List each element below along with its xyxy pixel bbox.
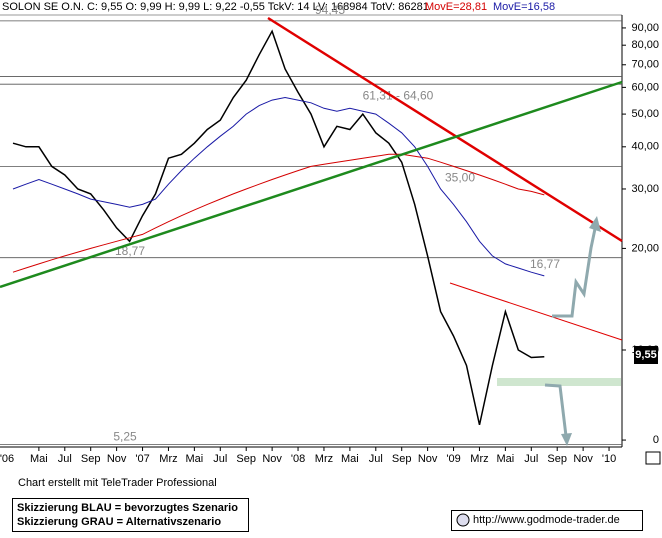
- level-label: 94,45: [315, 3, 345, 17]
- x-tick-label: Sep: [392, 453, 412, 465]
- legend-line: Skizzierung GRAU = Alternativszenario: [17, 516, 221, 528]
- legend-line: Skizzierung BLAU = bevorzugtes Szenario: [17, 502, 238, 514]
- legend-ma-long: MovE=28,81: [425, 1, 487, 13]
- y-tick-label: 70,00: [631, 59, 659, 71]
- header: SOLON SE O.N. C: 9,55 O: 9,99 H: 9,99 L:…: [2, 1, 429, 13]
- x-tick-label: Mai: [186, 453, 204, 465]
- price-label: 9,55: [635, 349, 656, 361]
- x-tick-label: Jul: [58, 453, 72, 465]
- x-tick-label: Sep: [81, 453, 101, 465]
- y-tick-label: 40,00: [631, 141, 659, 153]
- x-tick-label: '08: [291, 453, 305, 465]
- support-zone: [497, 378, 621, 386]
- credit: Chart erstellt mit TeleTrader Profession…: [18, 477, 217, 489]
- y-tick-label: 0: [653, 434, 659, 446]
- gray-scenario: [544, 383, 568, 437]
- annotation: 16,77: [530, 257, 560, 271]
- url: http://www.godmode-trader.de: [473, 514, 620, 526]
- legend-box: [12, 498, 249, 532]
- x-tick-label: Jul: [369, 453, 383, 465]
- x-tick-label: Nov: [262, 453, 282, 465]
- x-tick-label: Mai: [341, 453, 359, 465]
- x-tick-label: Jul: [524, 453, 538, 465]
- url-box: [451, 510, 643, 531]
- x-tick-label: Sep: [236, 453, 256, 465]
- arrow-head: [589, 216, 601, 232]
- x-tick-label: Jul: [213, 453, 227, 465]
- x-tick-label: '07: [135, 453, 149, 465]
- x-tick-label: Sep: [547, 453, 567, 465]
- y-tick-label: 90,00: [631, 22, 659, 34]
- y-tick-label: 20,00: [631, 242, 659, 254]
- plot: 90,00 80,00 70,00 60,00 50,00 40,00 30,00 20,00…: [0, 3, 659, 465]
- level-label: 61,31 - 64,60: [363, 88, 434, 102]
- corner-icon: [645, 451, 661, 465]
- moving-average: [12, 96, 545, 277]
- y-tick-label: 50,00: [631, 108, 659, 120]
- level-label: 35,00: [445, 171, 475, 185]
- x-tick-label: Mai: [497, 453, 515, 465]
- y-tick-label: 30,00: [631, 183, 659, 195]
- blue-scenario: [552, 223, 598, 318]
- level-label: 18,77: [115, 244, 145, 258]
- x-tick-label: '10: [602, 453, 616, 465]
- x-tick-label: Nov: [418, 453, 438, 465]
- x-tick-label: Mrz: [470, 453, 488, 465]
- price-box: [634, 346, 658, 364]
- x-tick-label: '06: [0, 453, 14, 465]
- resistance-trendline: [267, 16, 623, 243]
- arrow-head: [561, 433, 572, 446]
- price-line: [12, 29, 545, 426]
- legend-ma-short: MovE=16,58: [493, 1, 555, 13]
- x-tick-label: Mrz: [315, 453, 333, 465]
- y-tick-label: 80,00: [631, 39, 659, 51]
- x-tick-label: Nov: [573, 453, 593, 465]
- x-tick-label: Mrz: [159, 453, 177, 465]
- channel-line: [449, 282, 623, 341]
- x-tick-label: '09: [446, 453, 460, 465]
- level-label: 5,25: [113, 430, 137, 444]
- x-tick-label: Mai: [30, 453, 48, 465]
- support-trendline: [0, 80, 623, 289]
- x-tick-label: Nov: [107, 453, 127, 465]
- moving-average: [12, 153, 545, 273]
- y-tick-label: 60,00: [631, 81, 659, 93]
- globe-icon: [456, 513, 470, 527]
